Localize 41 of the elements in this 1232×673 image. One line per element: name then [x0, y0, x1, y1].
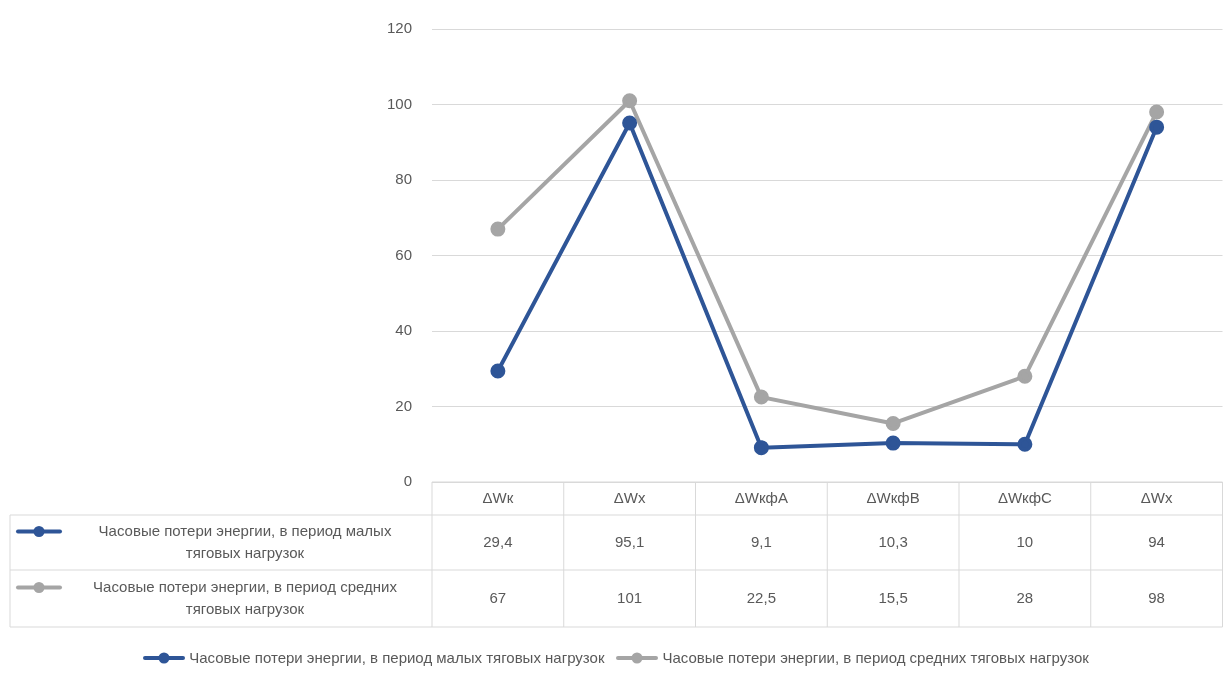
data-label: 10: [1016, 532, 1034, 550]
y-tick-label: 0: [403, 472, 412, 490]
point: [753, 389, 769, 405]
x-tick-label: ΔWкфА: [734, 488, 788, 506]
text: Часовые потери энергии, в период малых тяговых нагрузок: [98, 521, 392, 561]
legend-label: Часовые потери энергии, в период средних тяговых нагрузок: [93, 577, 398, 617]
point: [622, 93, 638, 109]
point: [1149, 119, 1165, 135]
data-label: 101: [617, 588, 643, 606]
y-tick-label: 40: [395, 321, 412, 339]
point: [885, 415, 901, 431]
data-label: 29,4: [483, 532, 513, 550]
data-label: 10,3: [878, 532, 908, 550]
legend-label: Часовые потери энергии, в период малых тяговых нагрузок: [189, 649, 605, 666]
y-tick-label: 60: [395, 245, 412, 263]
y-tick-label: 100: [386, 94, 412, 112]
y-tick-label: 120: [386, 19, 412, 37]
y-tick-label: 80: [395, 170, 412, 188]
data-label: 67: [489, 588, 507, 606]
data-label: 9,1: [750, 532, 772, 550]
point: [885, 435, 901, 451]
point: [490, 221, 506, 237]
x-tick-label: ΔWкфВ: [866, 488, 920, 506]
x-tick-label: ΔWк: [482, 488, 514, 506]
point: [753, 440, 769, 456]
point: [1017, 436, 1033, 452]
point: [1149, 104, 1165, 120]
y-tick-label: 20: [395, 396, 412, 414]
data-label: 95,1: [615, 532, 645, 550]
data-label: 94: [1148, 532, 1165, 550]
point: [1017, 368, 1033, 384]
data-label: 15,5: [878, 588, 908, 606]
x-tick-label: ΔWх: [1140, 488, 1173, 506]
data-label: 22,5: [746, 588, 776, 606]
text: Часовые потери энергии, в период средних тяговых нагрузок: [662, 649, 1089, 666]
point: [490, 363, 506, 379]
data-label: 28: [1016, 588, 1034, 606]
point: [622, 115, 638, 131]
data-label: 98: [1148, 588, 1165, 606]
x-tick-label: ΔWх: [613, 488, 646, 506]
x-tick-label: ΔWкфС: [997, 488, 1052, 506]
